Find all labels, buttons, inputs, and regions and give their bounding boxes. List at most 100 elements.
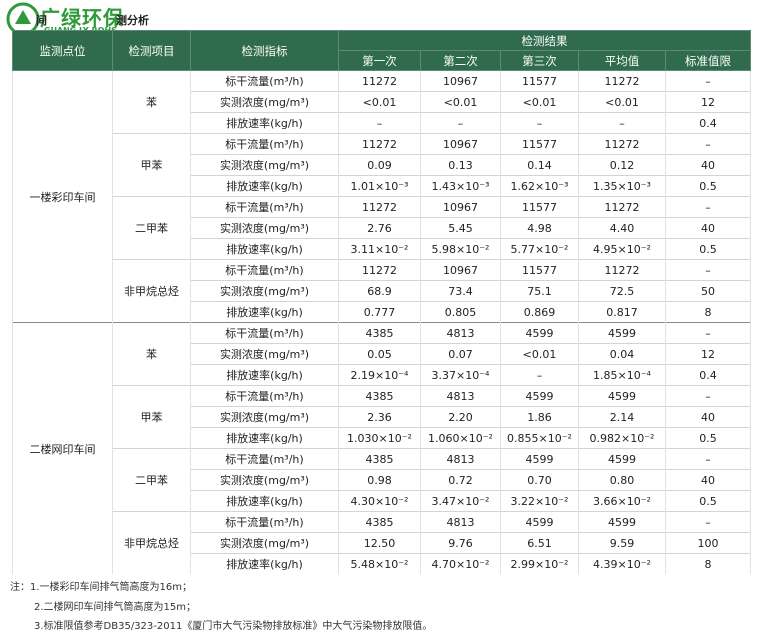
value-cell: 4599	[500, 385, 579, 407]
table-row: 排放速率(kg/h) 2.19×10⁻⁴ 3.37×10⁻⁴ –1.85×10⁻⁴ 0.…	[13, 364, 752, 386]
sub-column-header: 第一次	[338, 50, 421, 71]
value-cell: 4385	[338, 511, 421, 533]
value-cell: –	[664, 385, 752, 407]
value-cell: 2.14	[578, 406, 666, 428]
header: 广绿环保 GUANG LY ROHS 间 测分析	[0, 0, 757, 36]
value-cell: 4599	[578, 511, 666, 533]
metric-cell: 标干流量(m³/h)	[190, 322, 339, 344]
value-cell: 4813	[420, 448, 501, 470]
value-cell: 5.45	[420, 217, 501, 239]
value-cell: 4385	[338, 385, 421, 407]
value-cell: 0.5	[664, 238, 752, 260]
value-cell: 0.982×10⁻²	[578, 427, 666, 449]
value-cell: 4599	[500, 448, 579, 470]
column-header: 检测项目	[112, 30, 191, 71]
value-cell: 3.22×10⁻²	[500, 490, 579, 512]
value-cell: 0.09	[338, 154, 421, 176]
value-cell: 10967	[420, 259, 501, 281]
value-cell: –	[664, 259, 752, 281]
value-cell: 0.80	[578, 469, 666, 491]
value-cell: 4599	[500, 511, 579, 533]
metric-cell: 标干流量(m³/h)	[190, 70, 339, 92]
metric-cell: 排放速率(kg/h)	[190, 490, 339, 512]
value-cell: 0.05	[338, 343, 421, 365]
table-row: 实测浓度(mg/m³) 2.76 5.45 4.98 4.40 40	[13, 217, 752, 239]
table-row: 二甲苯 标干流量(m³/h) 11272 10967 11577 11272–	[13, 196, 752, 260]
sub-column-header: 第三次	[500, 50, 579, 71]
value-cell: 75.1	[500, 280, 579, 302]
metric-cell: 实测浓度(mg/m³)	[190, 406, 339, 428]
value-cell: 4599	[500, 322, 579, 344]
value-cell: 0.869	[500, 301, 579, 323]
value-cell: 5.48×10⁻²	[338, 553, 421, 574]
value-cell: 12	[664, 343, 752, 365]
value-cell: 11272	[338, 70, 421, 92]
value-cell: <0.01	[420, 91, 501, 113]
value-cell: 6.51	[500, 532, 579, 554]
value-cell: 0.805	[420, 301, 501, 323]
metric-cell: 排放速率(kg/h)	[190, 427, 339, 449]
logo-text: 广绿环保	[40, 6, 124, 30]
value-cell: –	[578, 112, 666, 134]
value-cell: 0.4	[664, 112, 752, 134]
value-cell: 4599	[578, 385, 666, 407]
metric-cell: 排放速率(kg/h)	[190, 112, 339, 134]
title-fragment: 间	[36, 14, 47, 27]
value-cell: 4.95×10⁻²	[578, 238, 666, 260]
value-cell: 0.14	[500, 154, 579, 176]
value-cell: 0.5	[664, 490, 752, 512]
value-cell: 1.86	[500, 406, 579, 428]
value-cell: 5.98×10⁻²	[420, 238, 501, 260]
value-cell: 0.12	[578, 154, 666, 176]
table-row: 一楼彩印车间苯标干流量(m³/h) 11272 10967 11577 11272–	[12, 70, 752, 323]
metric-cell: 实测浓度(mg/m³)	[190, 343, 339, 365]
sub-column-header: 第二次	[420, 50, 501, 71]
value-cell: 3.11×10⁻²	[338, 238, 421, 260]
value-cell: 0.72	[420, 469, 501, 491]
value-cell: 11272	[338, 259, 421, 281]
site-cell: 一楼彩印车间	[12, 70, 113, 323]
table-row: 甲苯 标干流量(m³/h) 4385 4813 4599 4599–	[13, 385, 752, 449]
value-cell: 4.39×10⁻²	[578, 553, 666, 574]
value-cell: 0.855×10⁻²	[500, 427, 579, 449]
metric-cell: 标干流量(m³/h)	[190, 385, 339, 407]
item-cell: 二甲苯	[112, 196, 191, 260]
value-cell: 0.817	[578, 301, 666, 323]
note: 3.标准限值参考DB35/323-2011《厦门市大气污染物排放标准》中大气污染…	[34, 621, 433, 632]
value-cell: –	[338, 112, 421, 134]
title-fragment: 测分析	[116, 14, 149, 27]
value-cell: 0.5	[664, 427, 752, 449]
note: 2.二楼网印车间排气筒高度为15m；	[34, 602, 197, 613]
sub-column-header: 平均值	[578, 50, 666, 71]
value-cell: 11272	[578, 196, 666, 218]
value-cell: 3.37×10⁻⁴	[420, 364, 501, 386]
value-cell: 11577	[500, 133, 579, 155]
value-cell: 4385	[338, 322, 421, 344]
logo-icon	[6, 2, 40, 36]
metric-cell: 实测浓度(mg/m³)	[190, 91, 339, 113]
value-cell: –	[664, 196, 752, 218]
value-cell: 10967	[420, 196, 501, 218]
value-cell: 0.777	[338, 301, 421, 323]
table-row: 排放速率(kg/h) 1.01×10⁻³ 1.43×10⁻³ 1.62×10⁻³ 1.3…	[13, 175, 752, 197]
table-row: 排放速率(kg/h) 1.030×10⁻² 1.060×10⁻² 0.855×10⁻²…	[13, 427, 752, 449]
value-cell: 5.77×10⁻²	[500, 238, 579, 260]
metric-cell: 标干流量(m³/h)	[190, 133, 339, 155]
value-cell: 1.060×10⁻²	[420, 427, 501, 449]
column-header: 检测指标	[190, 30, 339, 71]
sub-column-header: 标准值限	[664, 50, 752, 71]
value-cell: <0.01	[578, 91, 666, 113]
value-cell: 12	[664, 91, 752, 113]
item-cell: 苯	[112, 70, 191, 134]
value-cell: 4599	[578, 448, 666, 470]
value-cell: 0.4	[664, 364, 752, 386]
item-cell: 二甲苯	[112, 448, 191, 512]
value-cell: 11577	[500, 70, 579, 92]
value-cell: 2.76	[338, 217, 421, 239]
value-cell: 11272	[578, 133, 666, 155]
value-cell: –	[664, 448, 752, 470]
value-cell: <0.01	[500, 343, 579, 365]
metric-cell: 实测浓度(mg/m³)	[190, 532, 339, 554]
value-cell: 0.98	[338, 469, 421, 491]
